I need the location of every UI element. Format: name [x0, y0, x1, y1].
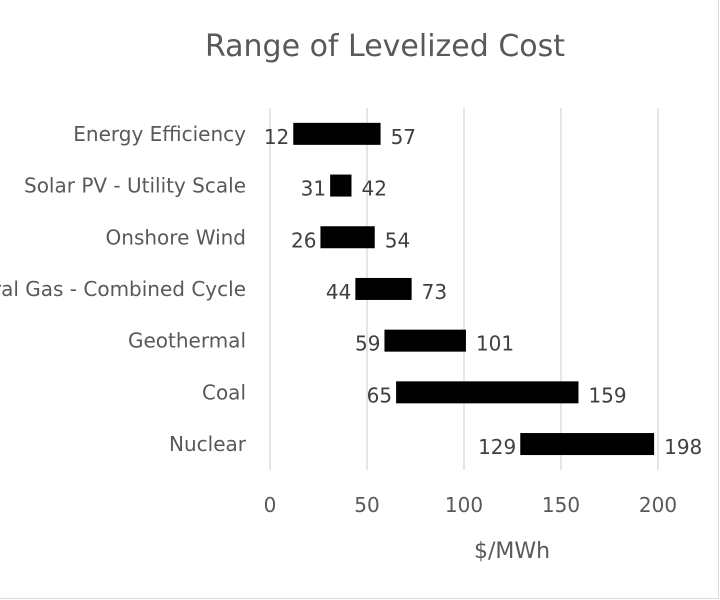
- category-label: Natural Gas - Combined Cycle: [0, 277, 246, 301]
- high-value-label: 101: [476, 332, 514, 356]
- category-label: Onshore Wind: [106, 225, 246, 249]
- low-value-label: 12: [264, 125, 289, 149]
- range-bar: [330, 174, 352, 197]
- high-value-label: 57: [391, 125, 416, 149]
- category-labels: Energy Efficiency Solar PV - Utility Scal…: [0, 122, 247, 456]
- x-tick-labels: 0 50 100 150 200: [264, 493, 677, 517]
- category-label: Nuclear: [169, 432, 247, 456]
- category-label: Solar PV - Utility Scale: [24, 174, 246, 198]
- low-value-label: 44: [326, 280, 351, 304]
- range-bar: [293, 122, 381, 145]
- x-tick-label: 200: [639, 493, 677, 517]
- x-tick-label: 0: [264, 493, 277, 517]
- high-value-label: 73: [422, 280, 447, 304]
- data-labels: 12 57 31 42 26 54 44 73 59 101 65 159 129 198: [264, 125, 702, 459]
- bars: [293, 122, 655, 456]
- x-tick-label: 150: [542, 493, 580, 517]
- x-tick-label: 50: [354, 493, 379, 517]
- high-value-label: 54: [385, 228, 410, 252]
- low-value-label: 26: [291, 228, 316, 252]
- chart-title: Range of Levelized Cost: [205, 29, 565, 64]
- category-label: Coal: [202, 380, 246, 404]
- range-bar: [396, 381, 579, 404]
- x-tick-label: 100: [445, 493, 483, 517]
- category-label: Energy Efficiency: [73, 122, 246, 146]
- high-value-label: 159: [588, 383, 626, 407]
- category-label: Geothermal: [128, 329, 246, 353]
- range-bar: [355, 277, 412, 300]
- range-bar: [320, 226, 375, 249]
- x-axis-title: $/MWh: [474, 539, 550, 564]
- range-bar: [520, 433, 655, 456]
- low-value-label: 31: [301, 177, 326, 201]
- low-value-label: 65: [367, 383, 392, 407]
- low-value-label: 59: [355, 332, 380, 356]
- low-value-label: 129: [478, 435, 516, 459]
- high-value-label: 198: [664, 435, 702, 459]
- high-value-label: 42: [361, 177, 386, 201]
- range-bar: [384, 329, 466, 352]
